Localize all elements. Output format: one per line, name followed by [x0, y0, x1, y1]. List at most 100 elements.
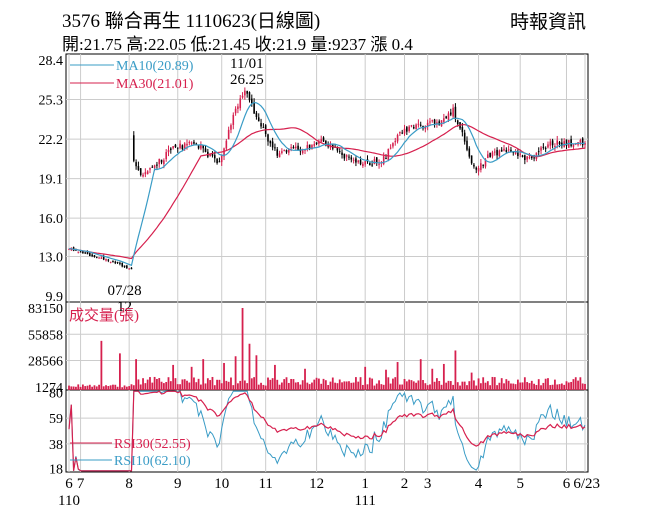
- rsi-legend-label: RSI30(52.55): [114, 437, 191, 452]
- volume-bar: [540, 385, 542, 390]
- volume-bar: [167, 377, 170, 390]
- volume-bar: [378, 380, 380, 390]
- rsi30-line: [68, 390, 586, 472]
- candle-body: [225, 140, 228, 149]
- candle-body: [142, 174, 144, 177]
- volume-bar: [503, 383, 505, 390]
- volume-bar: [554, 379, 556, 390]
- candle-body: [250, 98, 253, 104]
- month-tick-label: 7: [77, 476, 85, 492]
- volume-bar: [278, 384, 281, 390]
- candle-body: [345, 155, 348, 157]
- volume-bar: [433, 381, 436, 390]
- volume-bar: [72, 386, 75, 390]
- candle-body: [399, 131, 401, 134]
- volume-bar: [144, 383, 147, 390]
- volume-bar: [107, 386, 110, 390]
- volume-bar: [313, 379, 316, 390]
- candle-body: [530, 156, 533, 159]
- candle-body: [95, 257, 98, 259]
- volume-bar: [408, 379, 411, 390]
- volume-bar: [452, 384, 455, 390]
- candle-body: [91, 254, 93, 257]
- candle-body: [343, 153, 346, 159]
- rsi-lines: [68, 390, 586, 472]
- volume-bar: [491, 376, 494, 390]
- volume-bar: [424, 383, 427, 390]
- candle-body: [426, 122, 429, 127]
- volume-bar: [530, 380, 533, 390]
- candle-body: [260, 123, 262, 127]
- volume-bar: [112, 384, 114, 390]
- candle-body: [463, 132, 466, 142]
- volume-bar: [574, 377, 577, 390]
- volume-bar: [160, 381, 163, 390]
- candle-body: [244, 90, 246, 96]
- volume-bar: [88, 384, 91, 390]
- candle-body: [561, 142, 563, 146]
- volume-bar: [84, 386, 87, 390]
- candle-body: [116, 261, 119, 263]
- candle-body: [292, 146, 295, 149]
- candle-body: [190, 142, 193, 144]
- volume-bar: [493, 377, 496, 390]
- candle-body: [209, 154, 211, 157]
- candle-body: [174, 144, 177, 148]
- candle-body: [223, 148, 225, 157]
- volume-bar: [172, 364, 175, 390]
- volume-bar: [405, 381, 408, 390]
- volume-bar: [234, 356, 237, 390]
- candle-body: [306, 145, 309, 149]
- candle-body: [86, 251, 89, 255]
- volume-bar: [456, 382, 459, 390]
- candle-body: [449, 112, 452, 115]
- volume-bar: [114, 384, 117, 390]
- candle-body: [119, 262, 121, 264]
- candle-body: [473, 164, 475, 167]
- volume-bar: [489, 385, 492, 390]
- month-tick-label: 6: [65, 476, 73, 492]
- candle-body: [357, 160, 360, 163]
- candle-body: [200, 145, 202, 149]
- volume-bar: [327, 385, 330, 390]
- candle-body: [202, 145, 205, 149]
- month-tick-label: 1: [361, 476, 369, 492]
- volume-bar: [197, 378, 200, 390]
- volume-bar: [334, 382, 336, 390]
- candle-body: [308, 144, 311, 149]
- volume-bar: [401, 384, 404, 390]
- candle-body: [301, 150, 304, 154]
- volume-bar: [128, 386, 131, 390]
- candle-body: [447, 113, 450, 120]
- rsi-tick-label: 18: [49, 462, 63, 477]
- volume-bar: [577, 380, 579, 390]
- candle-body: [507, 149, 510, 151]
- volume-bar: [396, 362, 399, 390]
- candle-body: [89, 253, 91, 257]
- volume-bar: [139, 384, 142, 390]
- volume-bar: [572, 379, 575, 390]
- candle-body: [216, 159, 218, 164]
- volume-bar: [93, 385, 96, 390]
- volume-bar: [336, 383, 339, 390]
- high-value-label: 26.25: [230, 72, 264, 88]
- volume-bar: [516, 379, 519, 390]
- quote-summary: 開:21.75 高:22.05 低:21.45 收:21.9 量:9237 漲 …: [62, 35, 413, 54]
- volume-bar: [190, 366, 193, 390]
- volume-bar: [535, 384, 538, 390]
- candle-body: [572, 144, 575, 147]
- candle-body: [521, 155, 524, 157]
- volume-bar: [176, 384, 179, 390]
- candle-body: [325, 140, 327, 145]
- candle-body: [255, 112, 258, 117]
- volume-bar: [232, 385, 235, 390]
- candle-body: [267, 134, 269, 142]
- volume-bar: [431, 368, 434, 390]
- candle-body: [283, 150, 285, 152]
- volume-bar: [260, 382, 262, 390]
- candle-body: [128, 268, 130, 270]
- volume-tick-label: 28566: [28, 355, 63, 370]
- candle-body: [195, 143, 198, 145]
